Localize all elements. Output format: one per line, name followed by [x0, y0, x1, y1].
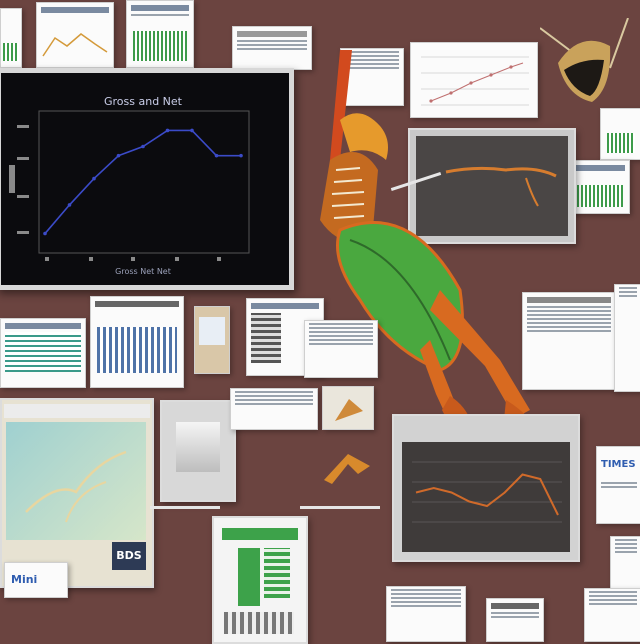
y-tick-label: [17, 231, 29, 234]
connector-line: [300, 506, 380, 509]
x-tick-label: [131, 257, 135, 261]
specimen-panel[interactable]: BDS: [0, 398, 154, 588]
series-point: [215, 154, 219, 158]
y-axis-label: [9, 165, 15, 193]
insect-thumb-icon: [323, 387, 373, 429]
right-badge-label: TIMES: [601, 459, 637, 470]
y-tick-label: [17, 195, 29, 198]
series-point: [68, 203, 72, 207]
insect-thumb[interactable]: [322, 386, 374, 430]
specimen-badge: BDS: [112, 542, 146, 570]
series-point: [239, 154, 243, 158]
scope-series-line: [416, 475, 558, 516]
doc-mid-right-2[interactable]: [614, 284, 640, 392]
equipment-panel-2[interactable]: [212, 516, 308, 644]
doc-bottom-2[interactable]: [486, 598, 544, 642]
doc-photo-thumb[interactable]: [194, 306, 230, 374]
insect-illustration: [300, 40, 560, 440]
connector-line: [150, 506, 220, 509]
y-tick-label: [17, 125, 29, 128]
doc-bottom-1[interactable]: [386, 586, 466, 642]
small-insect-illustration: [318, 430, 378, 490]
series-point: [43, 232, 47, 236]
main-line-chart: Gross and Net Gross Net Net: [1, 73, 289, 285]
series-point: [166, 129, 170, 133]
doc-right-times[interactable]: TIMES: [596, 446, 640, 524]
equipment-panel-1[interactable]: [160, 400, 236, 502]
doc-thumb-top-left-2[interactable]: [36, 2, 114, 68]
y-tick-label: [17, 157, 29, 160]
branch-illustration: [6, 422, 146, 540]
doc-thumb-top-left-1[interactable]: [0, 8, 22, 68]
x-tick-label: [217, 257, 221, 261]
doc-thumb-top-left-3[interactable]: [126, 0, 194, 68]
doc-lower-center-1[interactable]: [230, 388, 318, 430]
series-point: [190, 129, 194, 133]
x-tick-label: [89, 257, 93, 261]
mini-chart-icon: [37, 16, 113, 66]
main-chart-monitor[interactable]: Gross and Net Gross Net Net: [0, 68, 294, 290]
series-point: [117, 154, 121, 158]
doc-right-lower[interactable]: [610, 536, 640, 596]
doc-mid-left-1[interactable]: [0, 318, 86, 388]
x-tick-label: [45, 257, 49, 261]
x-tick-label: [175, 257, 179, 261]
doc-bottom-3[interactable]: [584, 588, 640, 642]
doc-mid-center-2[interactable]: [304, 320, 378, 378]
series-point: [92, 177, 96, 181]
main-chart-title: Gross and Net: [104, 95, 183, 108]
blue-badge-label: Mini: [11, 573, 61, 586]
doc-thumb-right-1[interactable]: [600, 108, 640, 160]
doc-mid-right-1[interactable]: [522, 292, 616, 390]
plot-frame: [39, 111, 249, 253]
scope-panel-2[interactable]: [392, 414, 580, 562]
main-chart-xlabel: Gross Net Net: [115, 267, 171, 276]
doc-mid-left-2[interactable]: [90, 296, 184, 388]
scope-chart: [402, 442, 570, 552]
series-point: [141, 145, 145, 149]
doc-bottom-left-blue[interactable]: Mini: [4, 562, 68, 598]
